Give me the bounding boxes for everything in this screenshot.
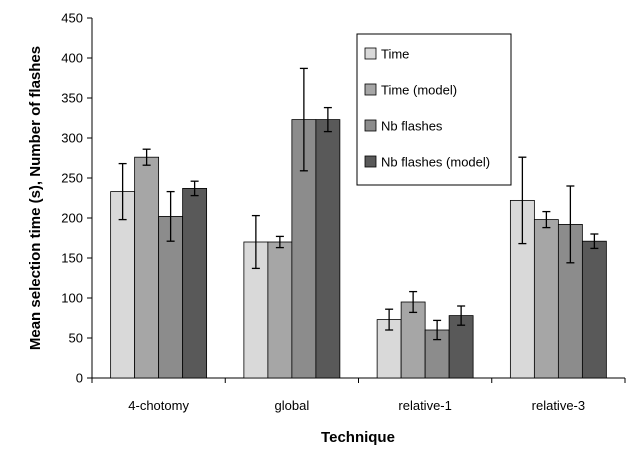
legend-items: Time Time (model) Nb flashes Nb flashes (mo… (364, 47, 490, 170)
y-tick-labels: 0 50 100 150 200 250 300 350 400 450 (61, 11, 92, 386)
legend-label: Nb flashes (model) (381, 155, 490, 170)
bar (581, 240, 607, 379)
bar (267, 241, 293, 379)
legend-label: Time (model) (381, 83, 457, 98)
y-tick-label: 350 (61, 91, 83, 106)
legend-box (356, 33, 512, 186)
legend-swatch (364, 47, 377, 60)
bar (448, 315, 474, 379)
y-tick-label: 400 (61, 51, 83, 66)
bar (110, 191, 136, 379)
y-tick-label: 100 (61, 291, 83, 306)
y-tick-label: 50 (69, 331, 83, 346)
x-tick-labels: 4-chotomy global relative-1 relative-3 (91, 378, 626, 413)
bar (315, 119, 341, 379)
bars (110, 67, 607, 379)
x-tick-label: global (275, 398, 310, 413)
bar (134, 156, 160, 379)
y-axis-title: Mean selection time (s), Number of flash… (27, 46, 44, 350)
y-tick-label: 250 (61, 171, 83, 186)
y-tick-label: 0 (76, 371, 83, 386)
x-axis-title: Technique (321, 429, 395, 446)
y-tick-label: 450 (61, 11, 83, 26)
y-tick-label: 200 (61, 211, 83, 226)
legend-swatch (364, 119, 377, 132)
legend-label: Time (381, 47, 409, 62)
legend-label: Nb flashes (381, 119, 443, 134)
y-tick-label: 300 (61, 131, 83, 146)
x-tick-label: relative-3 (532, 398, 585, 413)
bar (400, 301, 426, 379)
x-tick-label: 4-chotomy (128, 398, 189, 413)
bar (533, 219, 559, 379)
legend-swatch (364, 155, 377, 168)
legend: Time Time (model) Nb flashes Nb flashes (mo… (356, 33, 512, 186)
x-tick-label: relative-1 (398, 398, 451, 413)
legend-swatch (364, 83, 377, 96)
y-tick-label: 150 (61, 251, 83, 266)
bar (182, 187, 208, 379)
